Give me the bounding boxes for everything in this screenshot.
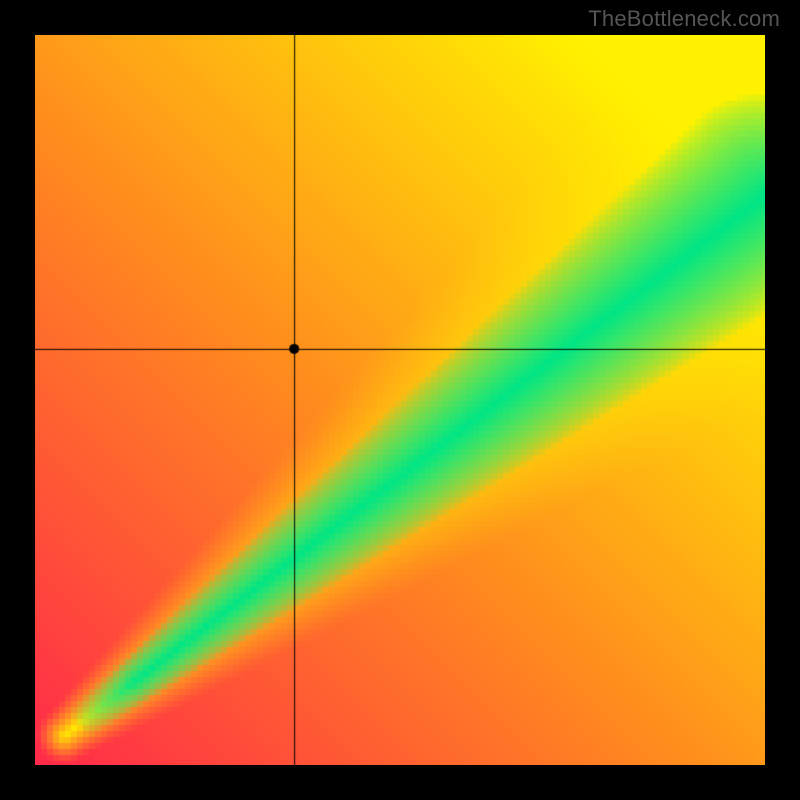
chart-container: TheBottleneck.com [0,0,800,800]
heatmap-canvas [35,35,765,765]
watermark-label: TheBottleneck.com [588,6,780,32]
plot-area [35,35,765,765]
